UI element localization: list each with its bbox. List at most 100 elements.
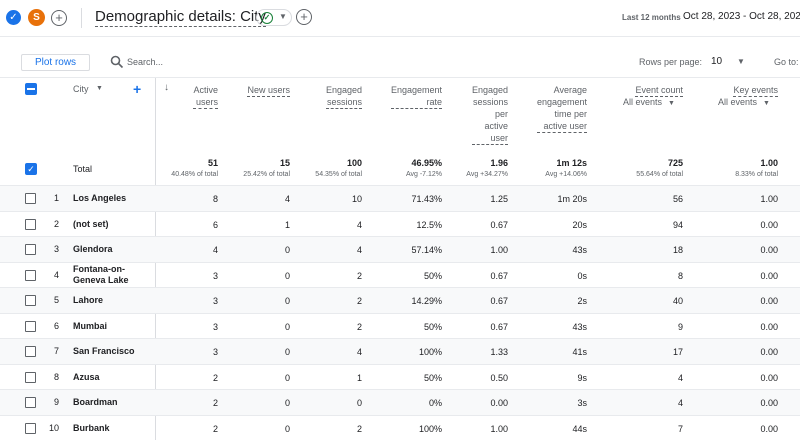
- table-row[interactable]: 7 San Francisco 3 0 4 100% 1.33 41s 17 0.00: [0, 338, 800, 364]
- cell-value: 0s: [577, 270, 587, 281]
- cell-value: 50%: [423, 270, 442, 281]
- cell-value: 44s: [572, 423, 587, 434]
- cell-value: 2: [212, 423, 218, 434]
- cell-value: 0.67: [490, 219, 508, 230]
- rows-per-page-select[interactable]: 10: [711, 56, 723, 67]
- total-subtext: Avg +34.27%: [466, 171, 508, 178]
- cell-value: 0.67: [490, 296, 508, 306]
- table-row[interactable]: 6 Mumbai 3 0 2 50% 0.67 43s 9 0.00: [0, 312, 800, 339]
- column-header-new-users[interactable]: New users: [247, 85, 290, 97]
- sort-arrow-icon[interactable]: ↓: [164, 82, 169, 93]
- row-checkbox[interactable]: [25, 422, 36, 434]
- page-title: Demographic details: City: [95, 8, 266, 27]
- check-icon: ✓: [261, 12, 273, 24]
- cell-value: 0: [284, 347, 290, 357]
- total-row: ✓ Total 51 15 100 46.95% 1.96 1m 12s 725…: [0, 156, 800, 184]
- cell-value: 1.00: [490, 423, 508, 434]
- cell-value: 0.00: [760, 372, 778, 383]
- chevron-down-icon[interactable]: ▼: [737, 57, 745, 66]
- column-header-avg-engagement-time[interactable]: Average engagement time per active user: [536, 85, 587, 133]
- column-header-key-events[interactable]: Key events: [733, 85, 778, 97]
- cell-value: 71.43%: [411, 194, 442, 204]
- table-row[interactable]: 9 Boardman 2 0 0 0% 0.00 3s 4 0.00: [0, 389, 800, 415]
- column-header-engagement-rate[interactable]: Engagement rate: [390, 85, 442, 109]
- cell-value: 56: [672, 194, 683, 204]
- row-index: 1: [53, 193, 59, 203]
- cell-value: 43s: [572, 245, 587, 255]
- add-dimension-icon[interactable]: +: [133, 81, 142, 97]
- cell-value: 2: [356, 321, 362, 332]
- cell-value: 0.00: [760, 245, 778, 255]
- table-row[interactable]: 3 Glendora 4 0 4 57.14% 1.00 43s 18 0.00: [0, 236, 800, 262]
- search-input[interactable]: [127, 55, 327, 69]
- cell-value: 8: [212, 194, 218, 204]
- cell-value: 4: [284, 194, 290, 204]
- cell-value: 0.50: [490, 372, 508, 383]
- cell-value: 2: [356, 296, 362, 306]
- column-header-active-users[interactable]: Active users: [193, 85, 218, 109]
- goto-label: Go to:: [774, 57, 799, 67]
- total-subtext: Avg +14.06%: [545, 171, 587, 178]
- cell-value: 3: [212, 321, 218, 332]
- cell-value: 2: [356, 423, 362, 434]
- row-checkbox[interactable]: [25, 193, 36, 204]
- city-name: Glendora: [73, 244, 113, 254]
- cell-value: 43s: [572, 321, 587, 332]
- city-name: Boardman: [73, 397, 118, 407]
- cell-value: 3: [212, 296, 218, 306]
- city-name: Azusa: [73, 371, 100, 382]
- row-checkbox[interactable]: [25, 346, 36, 357]
- cell-value: 12.5%: [416, 219, 442, 230]
- cell-value: 1m 20s: [557, 194, 587, 204]
- select-all-checkbox[interactable]: [25, 83, 37, 95]
- row-checkbox[interactable]: [25, 244, 36, 255]
- check-circle-icon[interactable]: ✓: [6, 10, 21, 25]
- cell-value: 0: [284, 270, 290, 281]
- cell-value: 3: [212, 270, 218, 281]
- row-index: 5: [53, 295, 59, 305]
- cell-value: 4: [212, 245, 218, 255]
- row-checkbox[interactable]: [25, 295, 36, 306]
- column-header-engaged-sessions[interactable]: Engaged sessions: [325, 85, 362, 109]
- cell-value: 0.67: [490, 321, 508, 332]
- chevron-down-icon[interactable]: ▼: [96, 85, 103, 92]
- cell-value: 0.00: [760, 347, 778, 357]
- event-filter-dropdown[interactable]: All events ▼: [623, 97, 675, 107]
- total-subtext: 54.35% of total: [315, 171, 362, 178]
- table-row[interactable]: 1 Los Angeles 8 4 10 71.43% 1.25 1m 20s 56 1.00: [0, 185, 800, 211]
- avatar[interactable]: S: [28, 9, 45, 26]
- cell-value: 2: [212, 372, 218, 383]
- row-checkbox[interactable]: [25, 397, 36, 408]
- table-row[interactable]: 5 Lahore 3 0 2 14.29% 0.67 2s 40 0.00: [0, 287, 800, 313]
- dimension-header[interactable]: City: [73, 84, 89, 94]
- cell-value: 50%: [423, 321, 442, 332]
- plot-rows-button[interactable]: Plot rows: [21, 54, 90, 71]
- cell-value: 50%: [423, 372, 442, 383]
- table-row[interactable]: 10 Burbank 2 0 2 100% 1.00 44s 7 0.00: [0, 414, 800, 441]
- cell-value: 2s: [577, 296, 587, 306]
- add-comparison-icon[interactable]: +: [51, 10, 67, 26]
- row-index: 3: [53, 244, 59, 254]
- row-checkbox[interactable]: [25, 371, 36, 383]
- key-event-filter-dropdown[interactable]: All events ▼: [718, 97, 770, 107]
- row-checkbox[interactable]: [25, 320, 36, 332]
- title-status-dropdown[interactable]: ✓ ▼: [256, 9, 292, 26]
- table-row[interactable]: 2 (not set) 6 1 4 12.5% 0.67 20s 94 0.00: [0, 210, 800, 237]
- row-checkbox[interactable]: [25, 269, 36, 281]
- cell-value: 20s: [572, 219, 587, 230]
- cell-value: 0.00: [760, 423, 778, 434]
- total-checkbox[interactable]: ✓: [25, 163, 37, 175]
- column-header-event-count[interactable]: Event count: [635, 85, 683, 97]
- total-value: 46.95%: [411, 158, 442, 168]
- search-icon: [110, 55, 124, 69]
- row-checkbox[interactable]: [25, 218, 36, 230]
- total-value: 1.00: [760, 158, 778, 168]
- city-name: Fontana-on- Geneva Lake: [73, 263, 129, 285]
- add-icon[interactable]: +: [296, 9, 312, 25]
- cell-value: 0: [356, 398, 362, 408]
- column-header-sessions-per-user[interactable]: Engaged sessions per active user: [471, 85, 508, 145]
- date-range-picker[interactable]: Oct 28, 2023 - Oct 28, 2024: [683, 11, 800, 22]
- table-row[interactable]: 4 Fontana-on- Geneva Lake 3 0 2 50% 0.67 0s 8 0.0…: [0, 261, 800, 288]
- table-row[interactable]: 8 Azusa 2 0 1 50% 0.50 9s 4 0.00: [0, 363, 800, 390]
- total-value: 15: [279, 158, 290, 168]
